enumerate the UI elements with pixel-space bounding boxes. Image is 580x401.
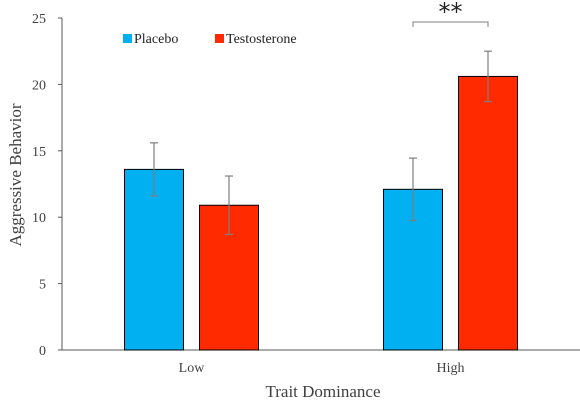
y-tick-label: 10 xyxy=(32,211,46,226)
y-tick-label: 15 xyxy=(32,145,46,160)
legend-swatch xyxy=(215,34,224,43)
annotations: ** xyxy=(412,0,489,27)
legend-label: Testosterone xyxy=(226,32,297,47)
y-tick-label: 25 xyxy=(32,12,46,27)
legend-swatch xyxy=(123,34,132,43)
y-axis-title: Aggressive Behavior xyxy=(6,103,25,246)
x-tick-label: High xyxy=(437,361,465,376)
bar xyxy=(124,168,184,351)
x-tick-label: Low xyxy=(179,361,206,376)
legend-label: Placebo xyxy=(134,32,178,47)
x-axis-title: Trait Dominance xyxy=(265,382,380,401)
significance-bracket xyxy=(412,21,489,27)
bar xyxy=(458,75,518,351)
legend: Placebo Testosterone xyxy=(123,32,297,47)
y-tick-label: 0 xyxy=(39,344,46,359)
y-tick-label: 5 xyxy=(39,278,46,293)
significance-label: ** xyxy=(439,0,463,26)
bars xyxy=(124,50,518,351)
y-axis: 0 5 10 15 20 25 xyxy=(32,12,63,359)
x-axis: Low High xyxy=(62,349,580,376)
y-tick-label: 20 xyxy=(32,78,46,93)
